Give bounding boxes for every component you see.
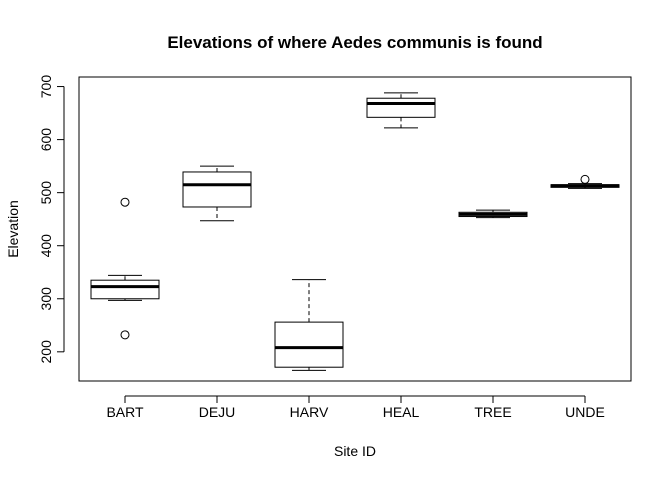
x-tick-label: UNDE xyxy=(565,404,605,420)
box-bart xyxy=(90,197,160,340)
outlier-point xyxy=(120,330,130,340)
box-deju xyxy=(182,165,252,222)
y-tick-label: 200 xyxy=(38,340,54,364)
y-tick-label: 600 xyxy=(38,128,54,152)
x-tick-label: HEAL xyxy=(383,404,420,420)
y-tick-label: 300 xyxy=(38,287,54,311)
box-iqr xyxy=(274,321,344,368)
y-tick-label: 400 xyxy=(38,234,54,258)
x-axis: BART DEJU HARV HEAL TREE UNDE xyxy=(106,395,605,420)
y-axis-label: Elevation xyxy=(5,200,21,258)
y-tick-label: 700 xyxy=(38,75,54,99)
x-tick-label: TREE xyxy=(474,404,511,420)
plot-frame xyxy=(78,76,632,382)
x-tick-label: HARV xyxy=(290,404,329,420)
y-tick-label: 500 xyxy=(38,181,54,205)
outlier-point xyxy=(120,197,130,207)
x-tick-label: BART xyxy=(106,404,144,420)
box-iqr xyxy=(366,97,436,118)
y-axis: 200 300 400 500 600 700 xyxy=(38,75,65,364)
chart-title: Elevations of where Aedes communis is fo… xyxy=(167,33,542,52)
x-axis-label: Site ID xyxy=(334,443,376,459)
outlier-point xyxy=(580,174,590,184)
box-iqr xyxy=(182,171,252,208)
box-unde xyxy=(550,174,620,189)
box-heal xyxy=(366,92,436,129)
boxes-group xyxy=(90,92,620,371)
box-tree xyxy=(458,209,528,219)
box-harv xyxy=(274,279,344,371)
x-tick-label: DEJU xyxy=(199,404,236,420)
box-iqr xyxy=(90,279,160,300)
